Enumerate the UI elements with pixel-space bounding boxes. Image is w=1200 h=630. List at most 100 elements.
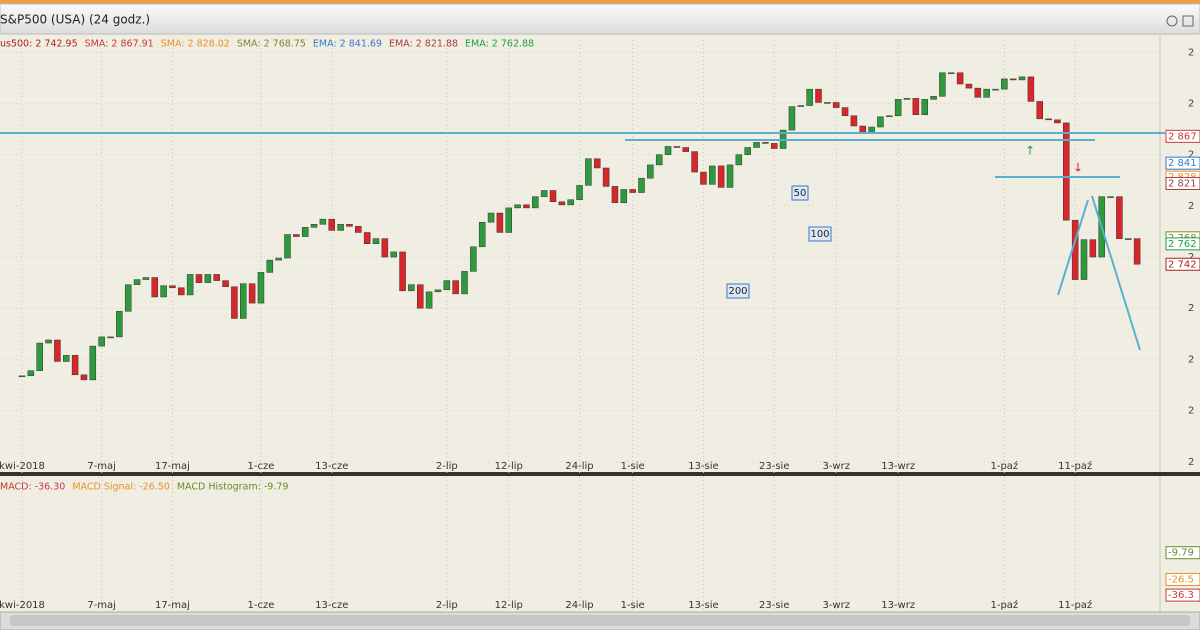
candle: [71, 355, 79, 376]
candle: [647, 164, 654, 179]
macd-tag: [1165, 572, 1200, 586]
candle: [1009, 78, 1017, 81]
y-tick-label: 2: [1188, 406, 1194, 417]
candle: [186, 274, 194, 296]
candle: [903, 98, 911, 100]
candle: [930, 96, 937, 100]
x-tick-label: 1-paź: [990, 460, 1018, 472]
candle: [54, 339, 61, 362]
candle: [753, 142, 760, 148]
candle: [142, 277, 150, 280]
x-tick-label: 24-lip: [565, 461, 593, 472]
macd-legend-item: MACD: -36.30: [0, 482, 65, 493]
candle: [602, 167, 610, 187]
close-icon[interactable]: [1182, 15, 1194, 27]
candle: [18, 375, 26, 378]
x-tick-label: 13-cze: [315, 600, 348, 611]
legend-item: us500: 2 742.95: [0, 39, 78, 50]
macd-tag-label: -36.3: [1168, 590, 1194, 601]
candle: [1116, 196, 1123, 239]
candle: [372, 238, 380, 244]
candle: [735, 154, 743, 166]
candle: [558, 201, 566, 206]
candle: [443, 280, 451, 291]
macd-tag: [1165, 546, 1200, 560]
candle: [301, 227, 309, 237]
candle: [939, 72, 946, 97]
candle: [585, 158, 592, 186]
title-bar: [0, 3, 1200, 35]
candle: [45, 339, 52, 344]
ma-label-box: [791, 185, 809, 201]
candle: [771, 143, 778, 149]
x-tick-label: kwi-2018: [0, 600, 45, 611]
candle: [717, 165, 725, 188]
candle: [293, 234, 300, 237]
candle: [921, 99, 928, 115]
candle: [381, 238, 389, 258]
x-tick-label: 7-maj: [87, 461, 116, 472]
candle: [691, 151, 698, 173]
candle: [894, 99, 902, 117]
candle: [240, 283, 247, 319]
x-tick-label: 1-cze: [248, 600, 275, 611]
candle: [1027, 76, 1035, 102]
candle: [1001, 78, 1008, 90]
candle: [868, 126, 875, 133]
macd-legend-item: MACD Histogram: -9.79: [177, 482, 289, 493]
y-tick-label: 2: [1188, 150, 1194, 161]
legend-item: EMA: 2 762.88: [465, 39, 534, 50]
x-tick-label: 17-maj: [155, 461, 190, 472]
up-arrow: ↑: [1025, 144, 1035, 158]
x-tick-label: 23-sie: [759, 600, 789, 611]
candle: [36, 342, 43, 371]
candle: [788, 106, 796, 131]
y-tick-label: 2: [1188, 354, 1194, 365]
candle: [27, 370, 35, 377]
candle: [160, 285, 167, 298]
candle: [328, 218, 335, 231]
candle: [992, 88, 999, 91]
panel-separator: [0, 472, 1200, 476]
candle: [124, 284, 132, 312]
candle: [965, 83, 973, 89]
candle: [877, 116, 884, 128]
y-tick-label: 2: [1188, 457, 1194, 468]
trend-line: [1091, 195, 1141, 351]
candle: [1080, 239, 1088, 280]
candle: [319, 218, 327, 225]
candle: [248, 283, 256, 304]
candle: [310, 224, 318, 228]
candle: [133, 279, 141, 285]
window-edge: [0, 0, 1200, 4]
candle: [461, 271, 468, 295]
candle: [89, 345, 97, 381]
candle: [417, 284, 424, 309]
candle: [478, 221, 486, 248]
candle: [797, 105, 805, 107]
x-tick-label: 24-lip: [565, 600, 593, 611]
x-tick-label: 11-paź: [1058, 599, 1092, 611]
x-tick-label: 12-lip: [495, 461, 523, 472]
value-tag-label: 2 762: [1168, 239, 1197, 250]
x-tick-label: 1-sie: [621, 600, 645, 611]
candle: [1063, 122, 1070, 221]
candle: [948, 72, 955, 75]
settings-icon[interactable]: [1166, 15, 1178, 27]
x-tick-label: kwi-2018: [0, 461, 45, 472]
ma-label-box: [808, 226, 832, 242]
candle: [1054, 119, 1061, 124]
scroll-thumb[interactable]: [10, 615, 1190, 626]
candle: [222, 280, 229, 287]
candle: [399, 251, 406, 292]
y-tick-label: 2: [1188, 303, 1194, 314]
x-tick-label: 3-wrz: [822, 461, 850, 472]
candle: [886, 115, 893, 118]
y-tick-label: 2: [1188, 47, 1194, 58]
candle: [151, 277, 158, 298]
ma-label: 50: [794, 188, 807, 199]
x-tick-label: 13-sie: [688, 461, 718, 472]
candle: [974, 87, 982, 98]
candle: [540, 190, 548, 197]
